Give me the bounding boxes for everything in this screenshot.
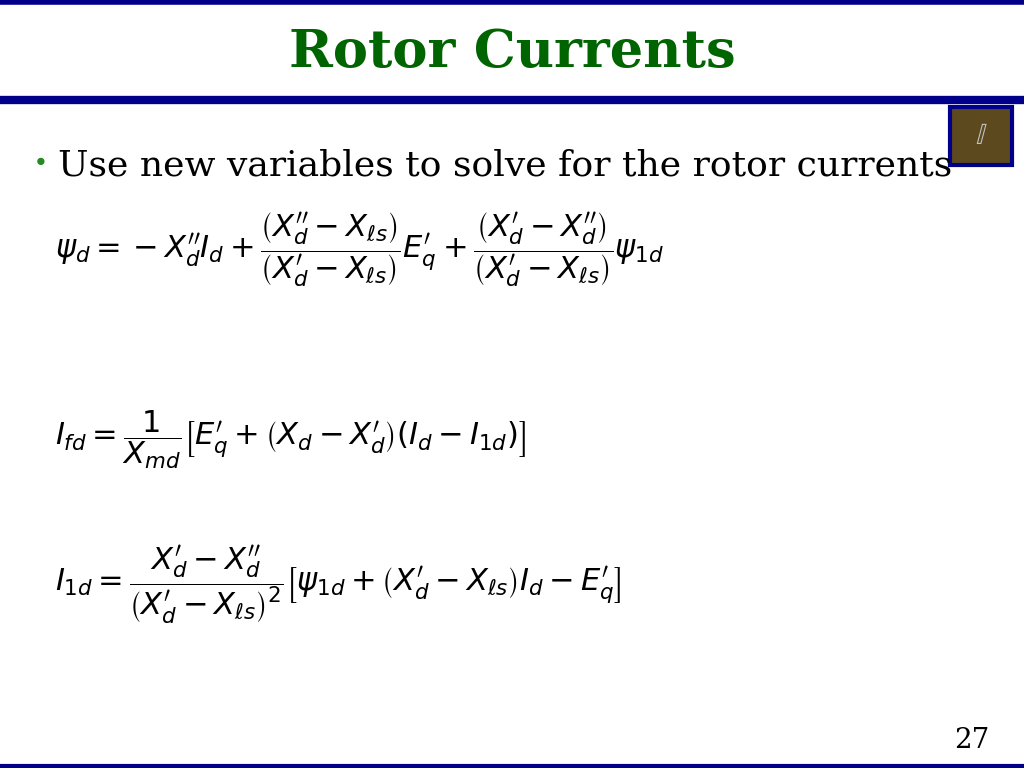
Text: $I_{fd} = \dfrac{1}{X_{md}}\left[E_q^{\prime} + \left(X_d - X_d^{\prime}\right)\: $I_{fd} = \dfrac{1}{X_{md}}\left[E_q^{\p… [55,409,525,472]
FancyBboxPatch shape [950,107,1012,165]
Text: $\mathbb{I}$: $\mathbb{I}$ [975,121,987,151]
Text: Rotor Currents: Rotor Currents [289,27,735,78]
Text: $I_{1d} = \dfrac{X_d^{\prime} - X_d^{\prime\prime}}{\left(X_d^{\prime} - X_{\ell: $I_{1d} = \dfrac{X_d^{\prime} - X_d^{\pr… [55,544,622,627]
Text: 27: 27 [954,727,990,753]
Text: Use new variables to solve for the rotor currents: Use new variables to solve for the rotor… [58,148,952,182]
Text: $\bullet$: $\bullet$ [32,148,45,172]
Text: $\psi_d = -X_d^{\prime\prime}I_d + \dfrac{\left(X_d^{\prime\prime} - X_{\ell s}\: $\psi_d = -X_d^{\prime\prime}I_d + \dfra… [55,210,665,290]
